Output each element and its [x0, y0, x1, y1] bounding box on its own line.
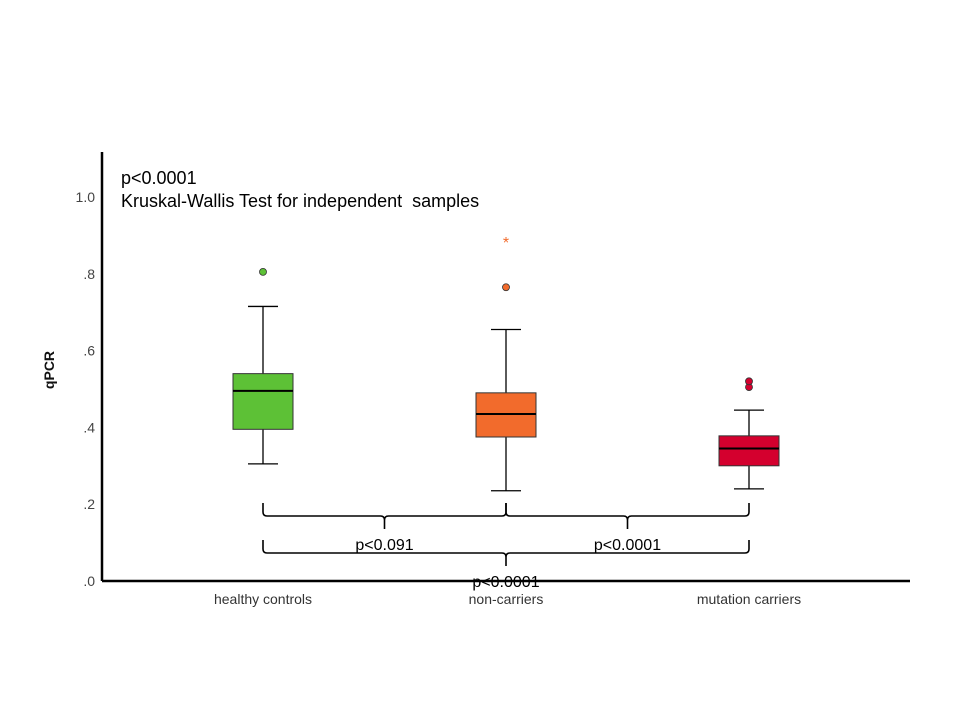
y-tick-label: .6	[83, 343, 95, 359]
x-category-label: mutation carriers	[697, 591, 801, 607]
y-axis-title: qPCR	[41, 351, 57, 389]
comparison-p-value: p<0.0001	[594, 537, 661, 554]
comparison-bracket	[262, 540, 750, 566]
test-name-annotation: Kruskal-Wallis Test for independent samp…	[121, 191, 479, 211]
comparison-p-value: p<0.091	[355, 537, 413, 554]
y-tick-label: .2	[83, 496, 95, 512]
boxes: *	[232, 235, 780, 492]
x-category-label: healthy controls	[214, 591, 312, 607]
y-tick-label: .4	[83, 419, 95, 435]
box-group	[232, 267, 294, 465]
box-iqr	[232, 373, 294, 430]
box-group	[718, 377, 780, 490]
axes: .0 .2 .4 .6 .8 1.0 healthy controls non-carrier…	[76, 152, 910, 607]
box-iqr	[718, 435, 780, 467]
y-tick-label: .0	[83, 573, 95, 589]
comparison-bracket	[505, 503, 750, 529]
y-tick-label: 1.0	[76, 189, 96, 205]
outlier-point	[745, 377, 753, 386]
x-category-label: non-carriers	[469, 591, 544, 607]
box-group: *	[475, 235, 537, 492]
comparison-brackets: p<0.091 p<0.0001 p<0.0001	[262, 503, 750, 591]
outlier-point	[502, 283, 510, 292]
comparison-p-value: p<0.0001	[472, 574, 539, 591]
overall-p-value: p<0.0001	[121, 168, 197, 188]
comparison-bracket	[262, 503, 507, 529]
y-tick-label: .8	[83, 266, 95, 282]
outlier-point	[259, 267, 267, 276]
extreme-point: *	[503, 235, 509, 252]
